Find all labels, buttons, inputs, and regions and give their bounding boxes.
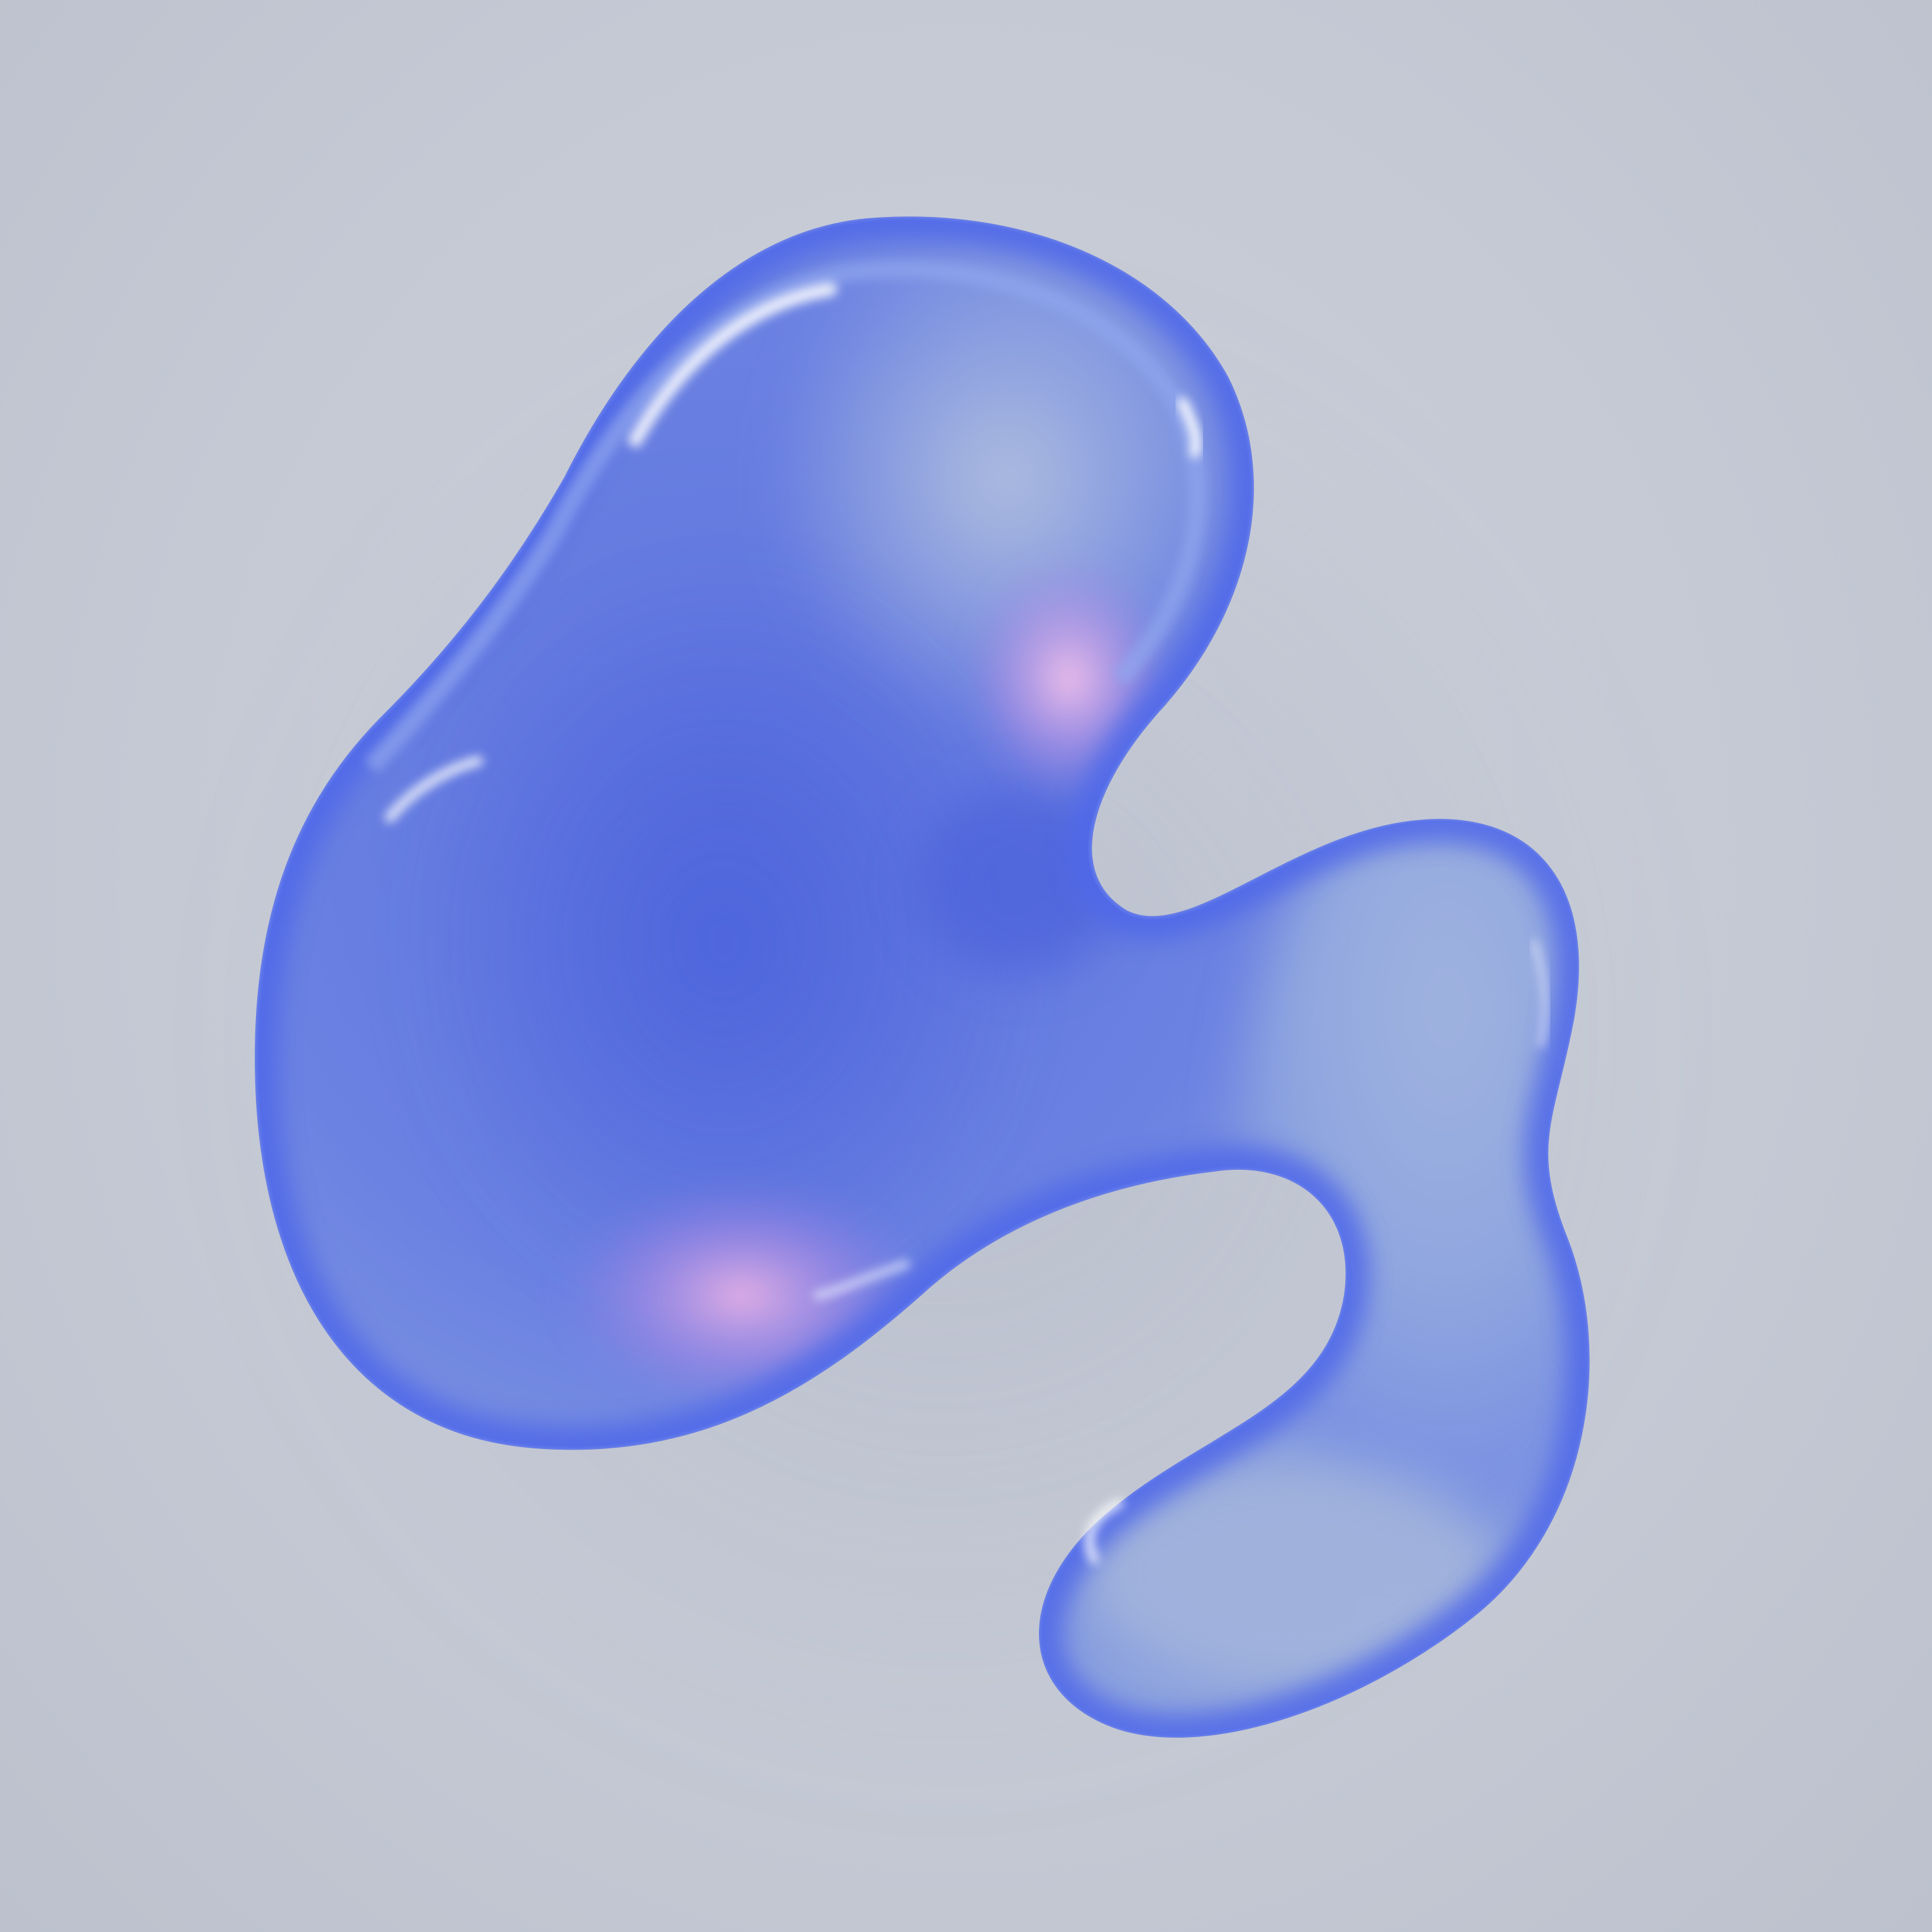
top-left-highlight bbox=[628, 282, 837, 447]
right-edge-glint bbox=[1531, 940, 1549, 1048]
outer-rim bbox=[255, 216, 1590, 1738]
deep-blue-core bbox=[396, 553, 1050, 1333]
tail-end-tint bbox=[1082, 1459, 1497, 1685]
tail-glint bbox=[1085, 1499, 1124, 1564]
specular-highlights bbox=[385, 282, 1549, 1564]
lower-glint bbox=[813, 1260, 910, 1300]
inner-ridge bbox=[364, 260, 1208, 774]
left-glint bbox=[385, 756, 483, 823]
top-right-glint bbox=[1177, 397, 1201, 458]
